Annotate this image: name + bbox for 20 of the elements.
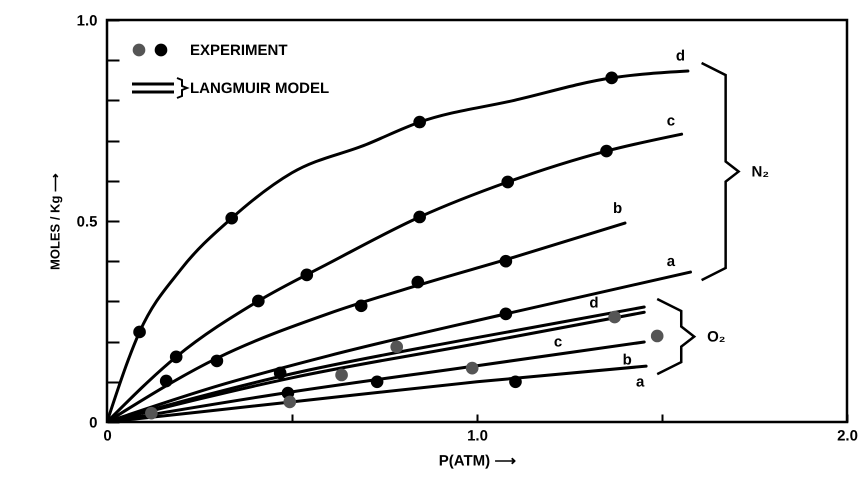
annotation: b — [622, 351, 632, 368]
legend-label: LANGMUIR MODEL — [190, 80, 330, 97]
x-tick-label: 2.0 — [837, 428, 858, 444]
annotation: b — [613, 200, 622, 218]
y-tick-label: 1.0 — [76, 12, 98, 30]
legend-label: EXPERIMENT — [190, 42, 288, 59]
y-tick-label: 0 — [89, 414, 98, 432]
annotation: a — [636, 374, 645, 391]
annotation: a — [666, 253, 676, 270]
x-tick-label: 1.0 — [467, 428, 488, 444]
annotation: O₂ — [707, 328, 726, 346]
y-tick-label: 0.5 — [76, 214, 98, 230]
annotation: N₂ — [752, 164, 770, 181]
x-tick-label: 0 — [103, 428, 112, 444]
annotation: d — [676, 47, 686, 64]
y-axis-title: MOLES / Kg ⟶ — [48, 173, 63, 270]
annotation: c — [554, 333, 562, 350]
annotation: d — [589, 294, 599, 312]
x-axis-title: P(ATM) ⟶ — [438, 452, 516, 470]
annotation: c — [666, 112, 676, 130]
